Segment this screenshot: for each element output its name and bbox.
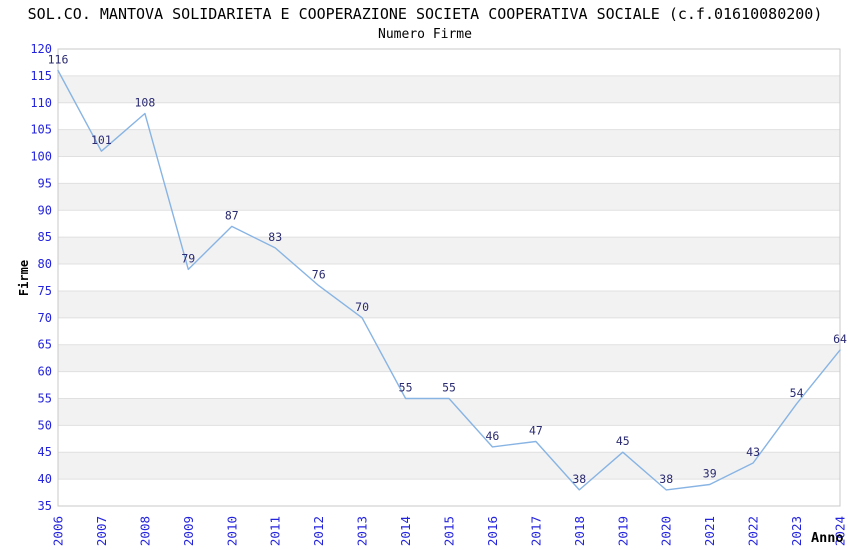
band-stripe [58,75,840,103]
data-point-label: 55 [442,381,456,395]
y-tick-label: 75 [38,284,52,298]
y-tick-label: 85 [38,230,52,244]
x-tick-label: 2023 [789,516,804,546]
y-tick-label: 40 [38,472,52,486]
band-stripe [58,183,840,211]
data-point-label: 70 [355,300,369,314]
x-tick-label: 2022 [746,516,761,546]
data-point-label: 55 [399,381,413,395]
y-tick-label: 65 [38,338,52,352]
data-point-label: 101 [91,133,112,147]
band-stripe [58,237,840,265]
y-tick-label: 35 [38,499,52,513]
y-tick-label: 50 [38,418,52,432]
band-stripe [58,344,840,372]
x-tick-label: 2017 [528,516,543,546]
y-tick-label: 70 [38,311,52,325]
data-point-label: 38 [572,472,586,486]
y-tick-label: 45 [38,445,52,459]
data-point-label: 64 [833,332,847,346]
x-tick-label: 2007 [94,516,109,546]
plot-area [58,49,840,506]
data-point-label: 45 [616,434,630,448]
data-line [57,69,841,491]
band-stripe [58,452,840,480]
y-axis-title: Firme [17,260,31,296]
y-tick-label: 105 [30,123,52,137]
data-point-label: 83 [268,230,282,244]
data-point-label: 38 [659,472,673,486]
x-tick-label: 2009 [181,516,196,546]
x-tick-label: 2020 [659,516,674,546]
x-tick-label: 2010 [224,516,239,546]
y-tick-label: 120 [30,42,52,56]
data-point-label: 116 [48,53,69,67]
data-point-label: 47 [529,424,543,438]
x-tick-label: 2006 [51,516,66,546]
x-tick-label: 2013 [355,516,370,546]
data-point-label: 87 [225,208,239,222]
plot-border [57,48,841,507]
data-point-label: 43 [746,445,760,459]
y-tick-label: 60 [38,365,52,379]
x-tick-label: 2012 [311,516,326,546]
data-point-label: 76 [312,268,326,282]
data-point-label: 54 [790,386,804,400]
chart-title: SOL.CO. MANTOVA SOLIDARIETA E COOPERAZIO… [27,5,823,23]
data-point-label: 79 [181,251,195,265]
y-tick-label: 55 [38,391,52,405]
y-tick-label: 95 [38,176,52,190]
x-tick-label: 2011 [268,516,283,546]
x-tick-label: 2008 [137,516,152,546]
x-tick-label: 2019 [615,516,630,546]
y-tick-label: 115 [30,69,52,83]
y-tick-label: 90 [38,203,52,217]
chart-subtitle: Numero Firme [378,27,472,42]
band-stripe [58,398,840,426]
x-tick-label: 2016 [485,516,500,546]
data-point-label: 39 [703,467,717,481]
y-tick-label: 110 [30,96,52,110]
y-tick-label: 100 [30,150,52,164]
y-tick-label: 80 [38,257,52,271]
x-tick-label: 2015 [442,516,457,546]
data-point-label: 46 [485,429,499,443]
x-tick-label: 2014 [398,516,413,546]
x-tick-label: 2024 [833,516,848,546]
x-axis-title: Anno [811,530,844,546]
x-tick-label: 2021 [702,516,717,546]
x-tick-label: 2018 [572,516,587,546]
band-stripe [58,129,840,157]
band-stripe [58,290,840,318]
data-point-label: 108 [135,96,156,110]
